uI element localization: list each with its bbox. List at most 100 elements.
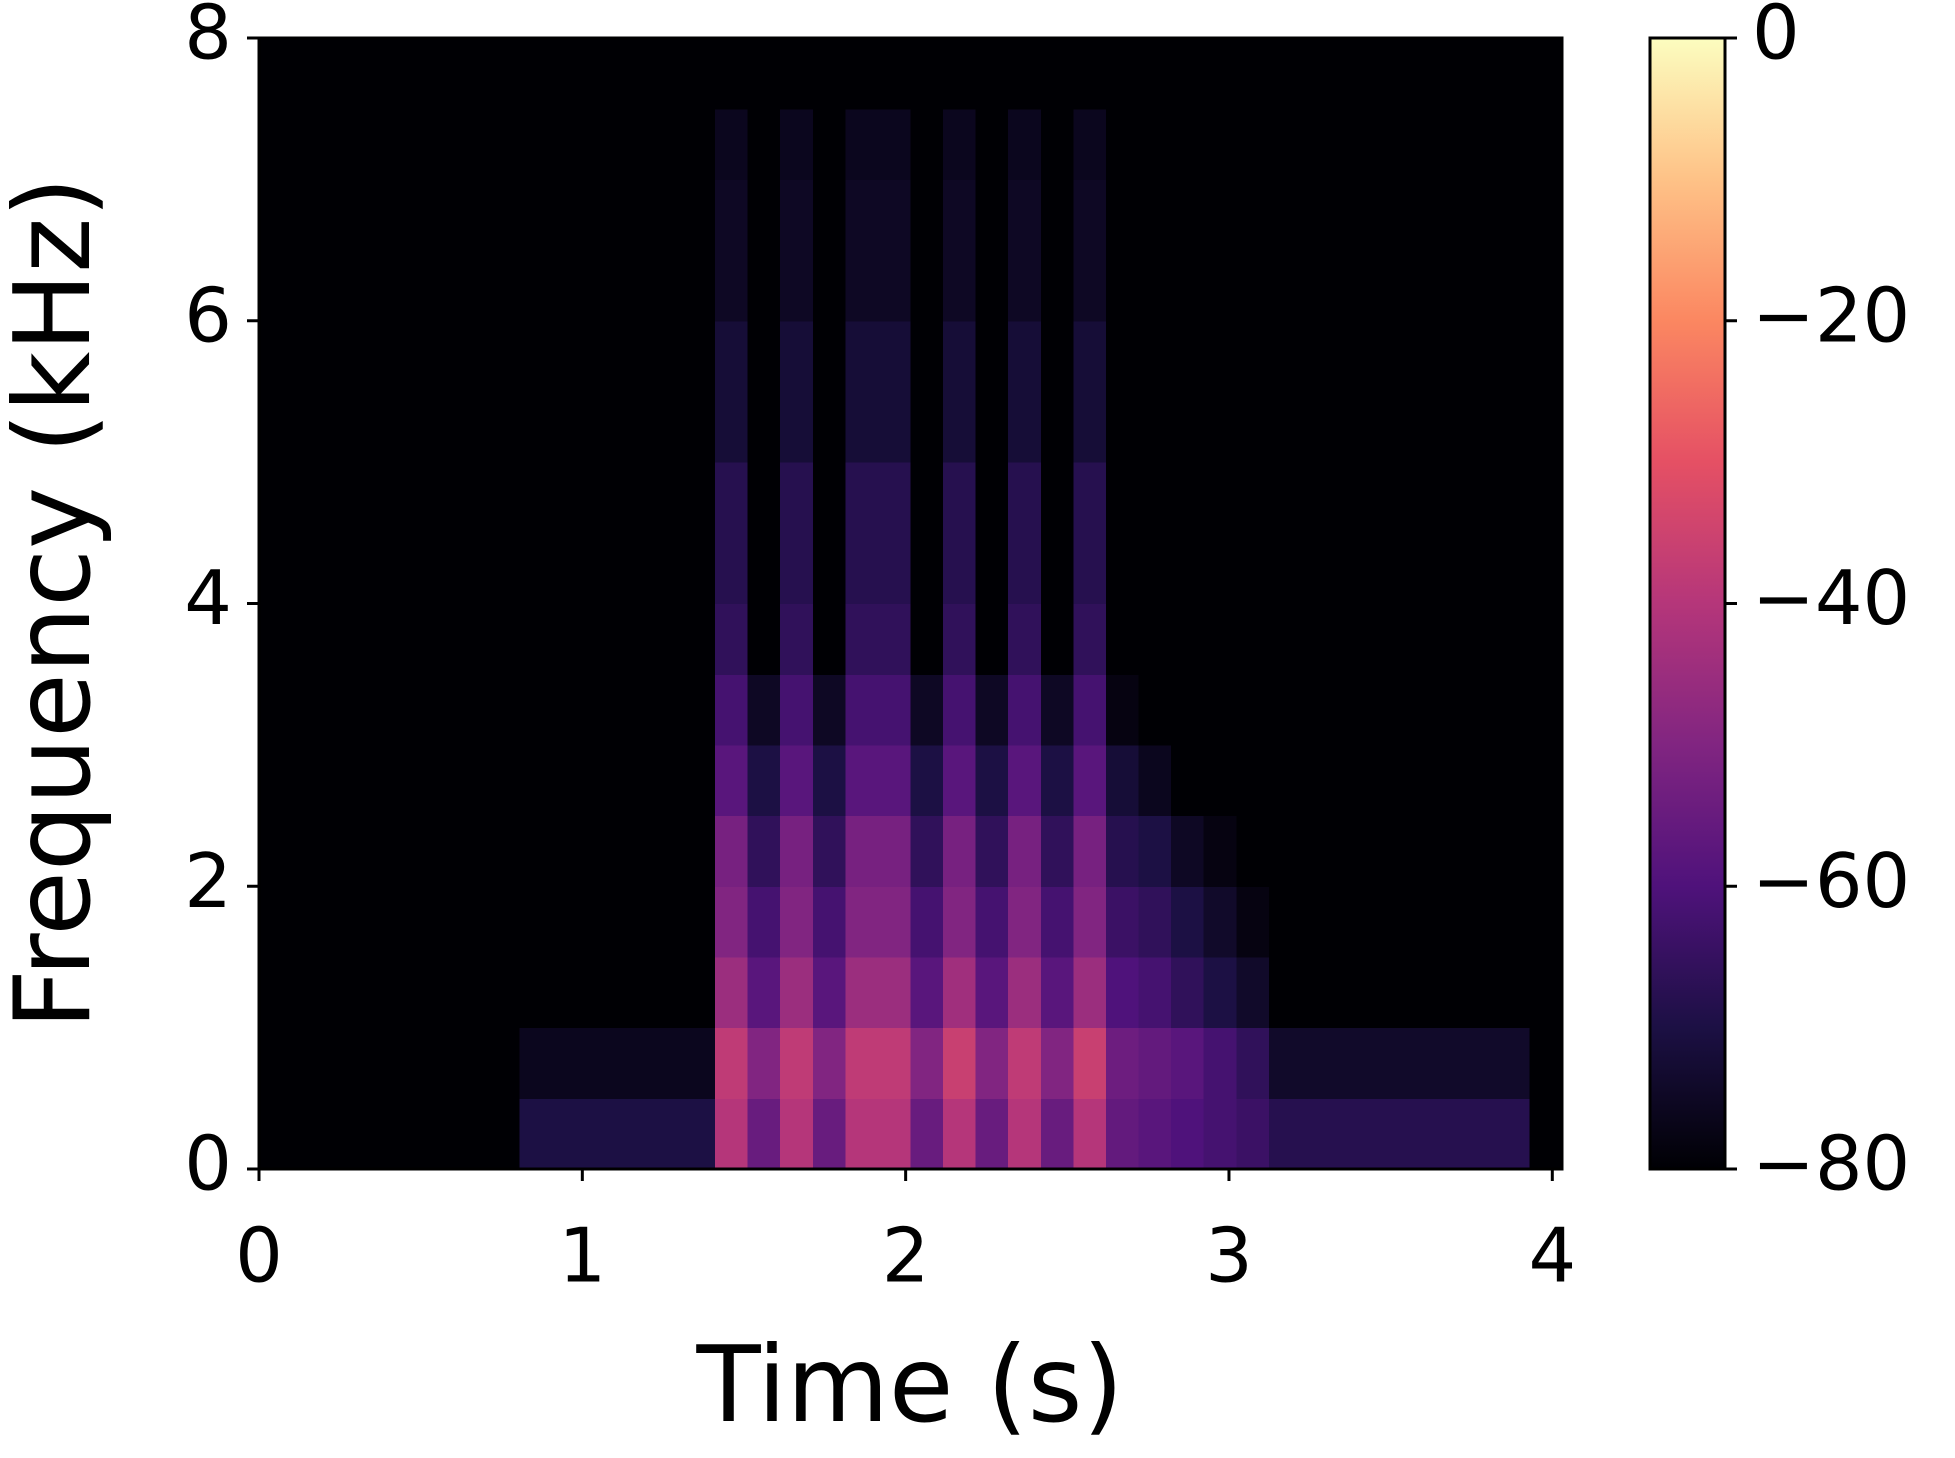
cell xyxy=(780,320,814,393)
cell xyxy=(1268,744,1302,817)
cell xyxy=(1333,391,1368,463)
cell xyxy=(1366,886,1400,958)
cell xyxy=(715,532,749,605)
cell xyxy=(1171,1098,1205,1170)
cell xyxy=(389,1027,423,1099)
cell xyxy=(1073,179,1107,251)
cell xyxy=(812,179,846,251)
cell xyxy=(1040,250,1074,322)
cell xyxy=(780,108,814,180)
cell xyxy=(1496,391,1531,463)
cell xyxy=(1399,674,1433,746)
cell xyxy=(1529,1027,1563,1099)
cell xyxy=(519,108,553,180)
cell xyxy=(1399,956,1433,1029)
cell xyxy=(975,462,1009,534)
y-tick-label: 6 xyxy=(184,271,232,359)
cell xyxy=(1105,956,1140,1029)
cell xyxy=(1464,250,1498,322)
cell xyxy=(877,956,912,1029)
cell xyxy=(812,391,846,463)
cell xyxy=(1464,179,1498,251)
cell xyxy=(617,391,651,463)
cell xyxy=(943,320,977,393)
cell xyxy=(780,391,814,463)
colorbar-tick-label: −40 xyxy=(1752,554,1910,642)
cell xyxy=(291,603,325,675)
cell xyxy=(1171,886,1205,958)
cell xyxy=(812,532,846,605)
cell xyxy=(975,38,1009,110)
cell xyxy=(1399,744,1433,817)
cell xyxy=(421,956,456,1029)
cell xyxy=(259,462,293,534)
cell xyxy=(812,1098,846,1170)
cell xyxy=(1008,674,1042,746)
cell xyxy=(356,744,390,817)
cell xyxy=(291,744,325,817)
cell xyxy=(1171,250,1205,322)
cell xyxy=(975,532,1009,605)
cell xyxy=(1496,674,1531,746)
cell xyxy=(812,744,846,817)
cell xyxy=(649,532,684,605)
cell xyxy=(291,1098,325,1170)
cell xyxy=(1529,815,1563,887)
y-tick-label: 4 xyxy=(184,554,232,642)
cell xyxy=(421,179,456,251)
cell xyxy=(519,1098,553,1170)
cell xyxy=(1301,815,1335,887)
cell xyxy=(1464,38,1498,110)
cell xyxy=(780,1027,814,1099)
cell xyxy=(1366,108,1400,180)
cell xyxy=(1008,38,1042,110)
cell xyxy=(1138,956,1172,1029)
cell xyxy=(1268,391,1302,463)
cell xyxy=(1366,532,1400,605)
cell xyxy=(1399,532,1433,605)
cell xyxy=(1431,320,1465,393)
cell xyxy=(259,744,293,817)
cell xyxy=(1171,108,1205,180)
cell xyxy=(910,1027,944,1099)
cell xyxy=(649,1027,684,1099)
cell xyxy=(910,674,944,746)
cell xyxy=(1236,674,1270,746)
cell xyxy=(845,815,879,887)
cell xyxy=(1333,38,1368,110)
cell xyxy=(291,532,325,605)
cell xyxy=(715,886,749,958)
cell xyxy=(1171,532,1205,605)
cell xyxy=(877,462,912,534)
cell xyxy=(617,108,651,180)
cell xyxy=(1105,320,1140,393)
cell xyxy=(1073,1098,1107,1170)
cell xyxy=(1138,886,1172,958)
cell xyxy=(975,674,1009,746)
cell xyxy=(617,744,651,817)
cell xyxy=(1171,38,1205,110)
cell xyxy=(454,391,488,463)
cell xyxy=(552,603,586,675)
cell xyxy=(682,38,716,110)
cell xyxy=(1529,956,1563,1029)
cell xyxy=(519,956,553,1029)
cell xyxy=(1464,886,1498,958)
cell xyxy=(1203,956,1237,1029)
cell xyxy=(389,250,423,322)
cell xyxy=(975,320,1009,393)
cell xyxy=(975,603,1009,675)
cell xyxy=(780,886,814,958)
cell xyxy=(1333,815,1368,887)
cell xyxy=(1496,108,1531,180)
cell xyxy=(649,38,684,110)
cell xyxy=(552,956,586,1029)
cell xyxy=(519,603,553,675)
cell xyxy=(1301,179,1335,251)
cell xyxy=(975,391,1009,463)
cell xyxy=(812,108,846,180)
cell xyxy=(649,815,684,887)
cell xyxy=(487,603,521,675)
cell xyxy=(1399,886,1433,958)
cell xyxy=(747,1027,781,1099)
